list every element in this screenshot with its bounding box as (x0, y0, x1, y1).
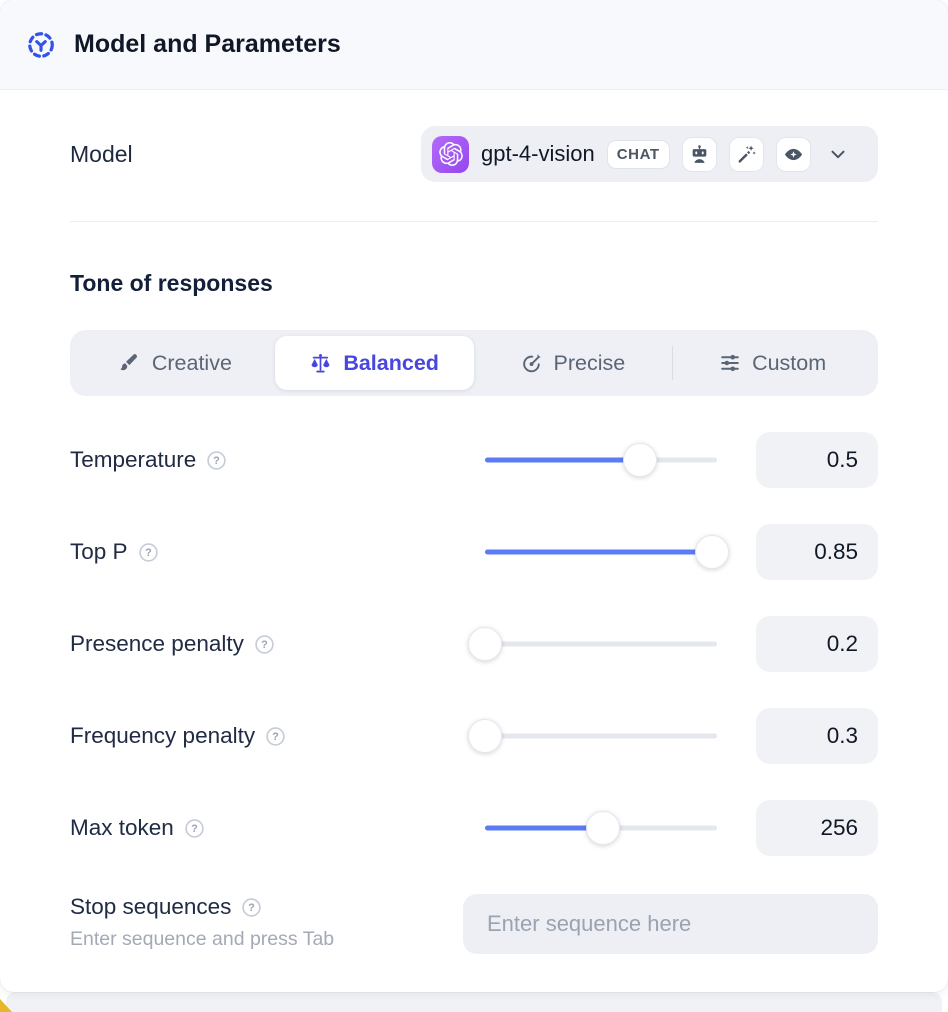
model-label: Model (70, 140, 133, 167)
tone-option-label: Balanced (343, 350, 439, 375)
paintbrush-icon (119, 352, 141, 374)
parameter-label: Max token (70, 815, 174, 840)
chevron-down-icon (827, 143, 849, 165)
target-icon (521, 352, 543, 374)
tone-option-label: Precise (553, 350, 626, 375)
tone-section-title: Tone of responses (70, 270, 273, 296)
help-icon[interactable]: ? (254, 634, 275, 655)
sliders-icon (719, 352, 741, 374)
frequency-penalty-slider[interactable] (468, 719, 717, 753)
parameter-label: Top P (70, 539, 128, 564)
frequency-penalty-value: 0.3 (756, 708, 878, 764)
presence-penalty-value: 0.2 (756, 616, 878, 672)
model-row: Model gpt-4-vision CHAT (70, 126, 878, 182)
panel-header: Model and Parameters (0, 0, 948, 90)
parameter-row-temperature: Temperature ? 0.5 (70, 432, 878, 488)
parameter-label: Frequency penalty (70, 723, 256, 748)
svg-text:?: ? (191, 823, 198, 835)
robot-icon (681, 136, 717, 172)
eye-icon (775, 136, 811, 172)
presence-penalty-slider[interactable] (468, 627, 717, 661)
chat-mode-badge: CHAT (606, 139, 670, 169)
tone-option-creative[interactable]: Creative (76, 336, 275, 390)
slider-handle[interactable] (468, 719, 502, 753)
tone-option-balanced[interactable]: Balanced (274, 336, 474, 390)
tone-option-custom[interactable]: Custom (673, 336, 872, 390)
section-divider (70, 221, 878, 222)
slider-handle[interactable] (623, 443, 658, 477)
svg-text:?: ? (145, 547, 152, 559)
page-accent-corner (0, 999, 12, 1012)
magic-wand-icon (728, 136, 764, 172)
temperature-slider[interactable] (485, 443, 717, 477)
tone-option-label: Custom (752, 350, 827, 375)
slider-handle[interactable] (468, 627, 502, 661)
selected-model-name: gpt-4-vision (481, 141, 595, 166)
help-icon[interactable]: ? (206, 450, 227, 471)
slider-fill (485, 825, 604, 831)
temperature-value: 0.5 (756, 432, 878, 488)
slider-track (485, 641, 717, 647)
top-p-value: 0.85 (756, 524, 878, 580)
parameter-row-presence-penalty: Presence penalty ? 0.2 (70, 616, 878, 672)
stop-sequence-input[interactable] (463, 894, 878, 954)
page-background-strip (6, 992, 942, 1012)
parameter-label: Presence penalty (70, 631, 244, 656)
svg-text:?: ? (272, 731, 279, 743)
help-icon[interactable]: ? (265, 726, 286, 747)
panel-title: Model and Parameters (74, 30, 341, 58)
tone-option-precise[interactable]: Precise (474, 336, 673, 390)
parameter-row-max-token: Max token ? 256 (70, 800, 878, 856)
stop-sequences-label: Stop sequences (70, 894, 232, 919)
slider-handle[interactable] (695, 535, 730, 569)
svg-text:?: ? (261, 639, 268, 651)
openai-logo (432, 135, 469, 173)
help-icon[interactable]: ? (138, 542, 159, 563)
svg-text:?: ? (249, 902, 256, 914)
slider-fill (485, 549, 713, 555)
parameter-row-top-p: Top P ? 0.85 (70, 524, 878, 580)
balance-scale-icon (309, 352, 332, 375)
model-hub-icon (26, 30, 56, 60)
tone-segmented-control: Creative Balanced (70, 330, 878, 396)
segment-divider (672, 346, 674, 380)
help-icon[interactable]: ? (241, 897, 262, 918)
top-p-slider[interactable] (485, 535, 730, 569)
parameter-row-frequency-penalty: Frequency penalty ? 0.3 (70, 708, 878, 764)
slider-handle[interactable] (586, 811, 621, 845)
stop-sequences-row: Stop sequences ? Enter sequence and pres… (70, 894, 878, 954)
stop-sequences-hint: Enter sequence and press Tab (70, 928, 335, 950)
slider-fill (485, 457, 641, 463)
parameter-label: Temperature (70, 447, 197, 472)
model-select-dropdown[interactable]: gpt-4-vision CHAT (421, 126, 878, 182)
max-token-slider[interactable] (485, 811, 717, 845)
svg-text:?: ? (213, 455, 220, 467)
tone-option-label: Creative (151, 350, 232, 375)
max-token-value: 256 (756, 800, 878, 856)
slider-track (485, 733, 717, 739)
help-icon[interactable]: ? (184, 818, 205, 839)
